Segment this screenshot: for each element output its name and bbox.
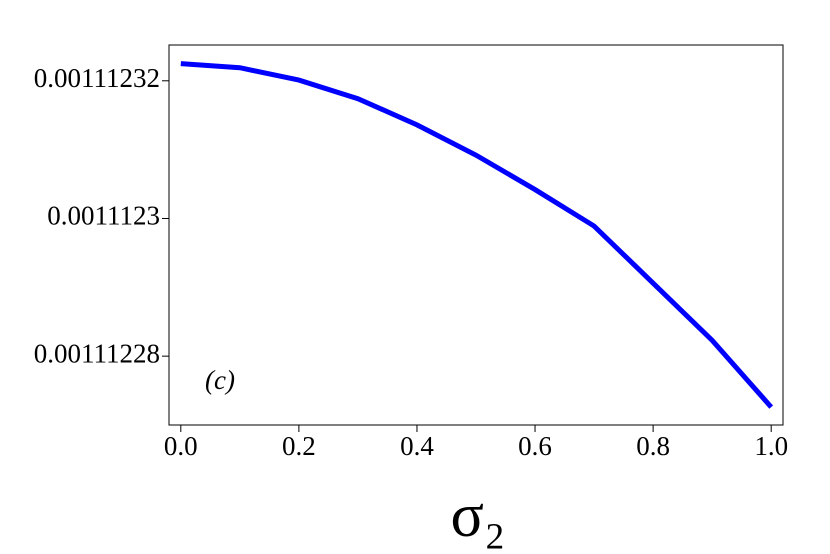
plot-frame — [168, 44, 784, 426]
x-tick-label: 0.2 — [282, 431, 316, 461]
x-tick-label: 0.6 — [518, 431, 552, 461]
x-tick-label: 0.4 — [400, 431, 434, 461]
x-axis-label: σ₂ — [450, 482, 505, 550]
y-tick-label: 0.00111228 — [34, 338, 160, 368]
x-tick-label: 1.0 — [754, 431, 788, 461]
line-series — [180, 61, 774, 409]
x-tick-label: 0.8 — [636, 431, 670, 461]
annotation: (c) — [205, 365, 235, 395]
y-tick-label: 0.0011123 — [47, 201, 160, 231]
x-tick-label: 0.0 — [164, 431, 198, 461]
y-tick-label: 0.00111232 — [34, 63, 160, 93]
